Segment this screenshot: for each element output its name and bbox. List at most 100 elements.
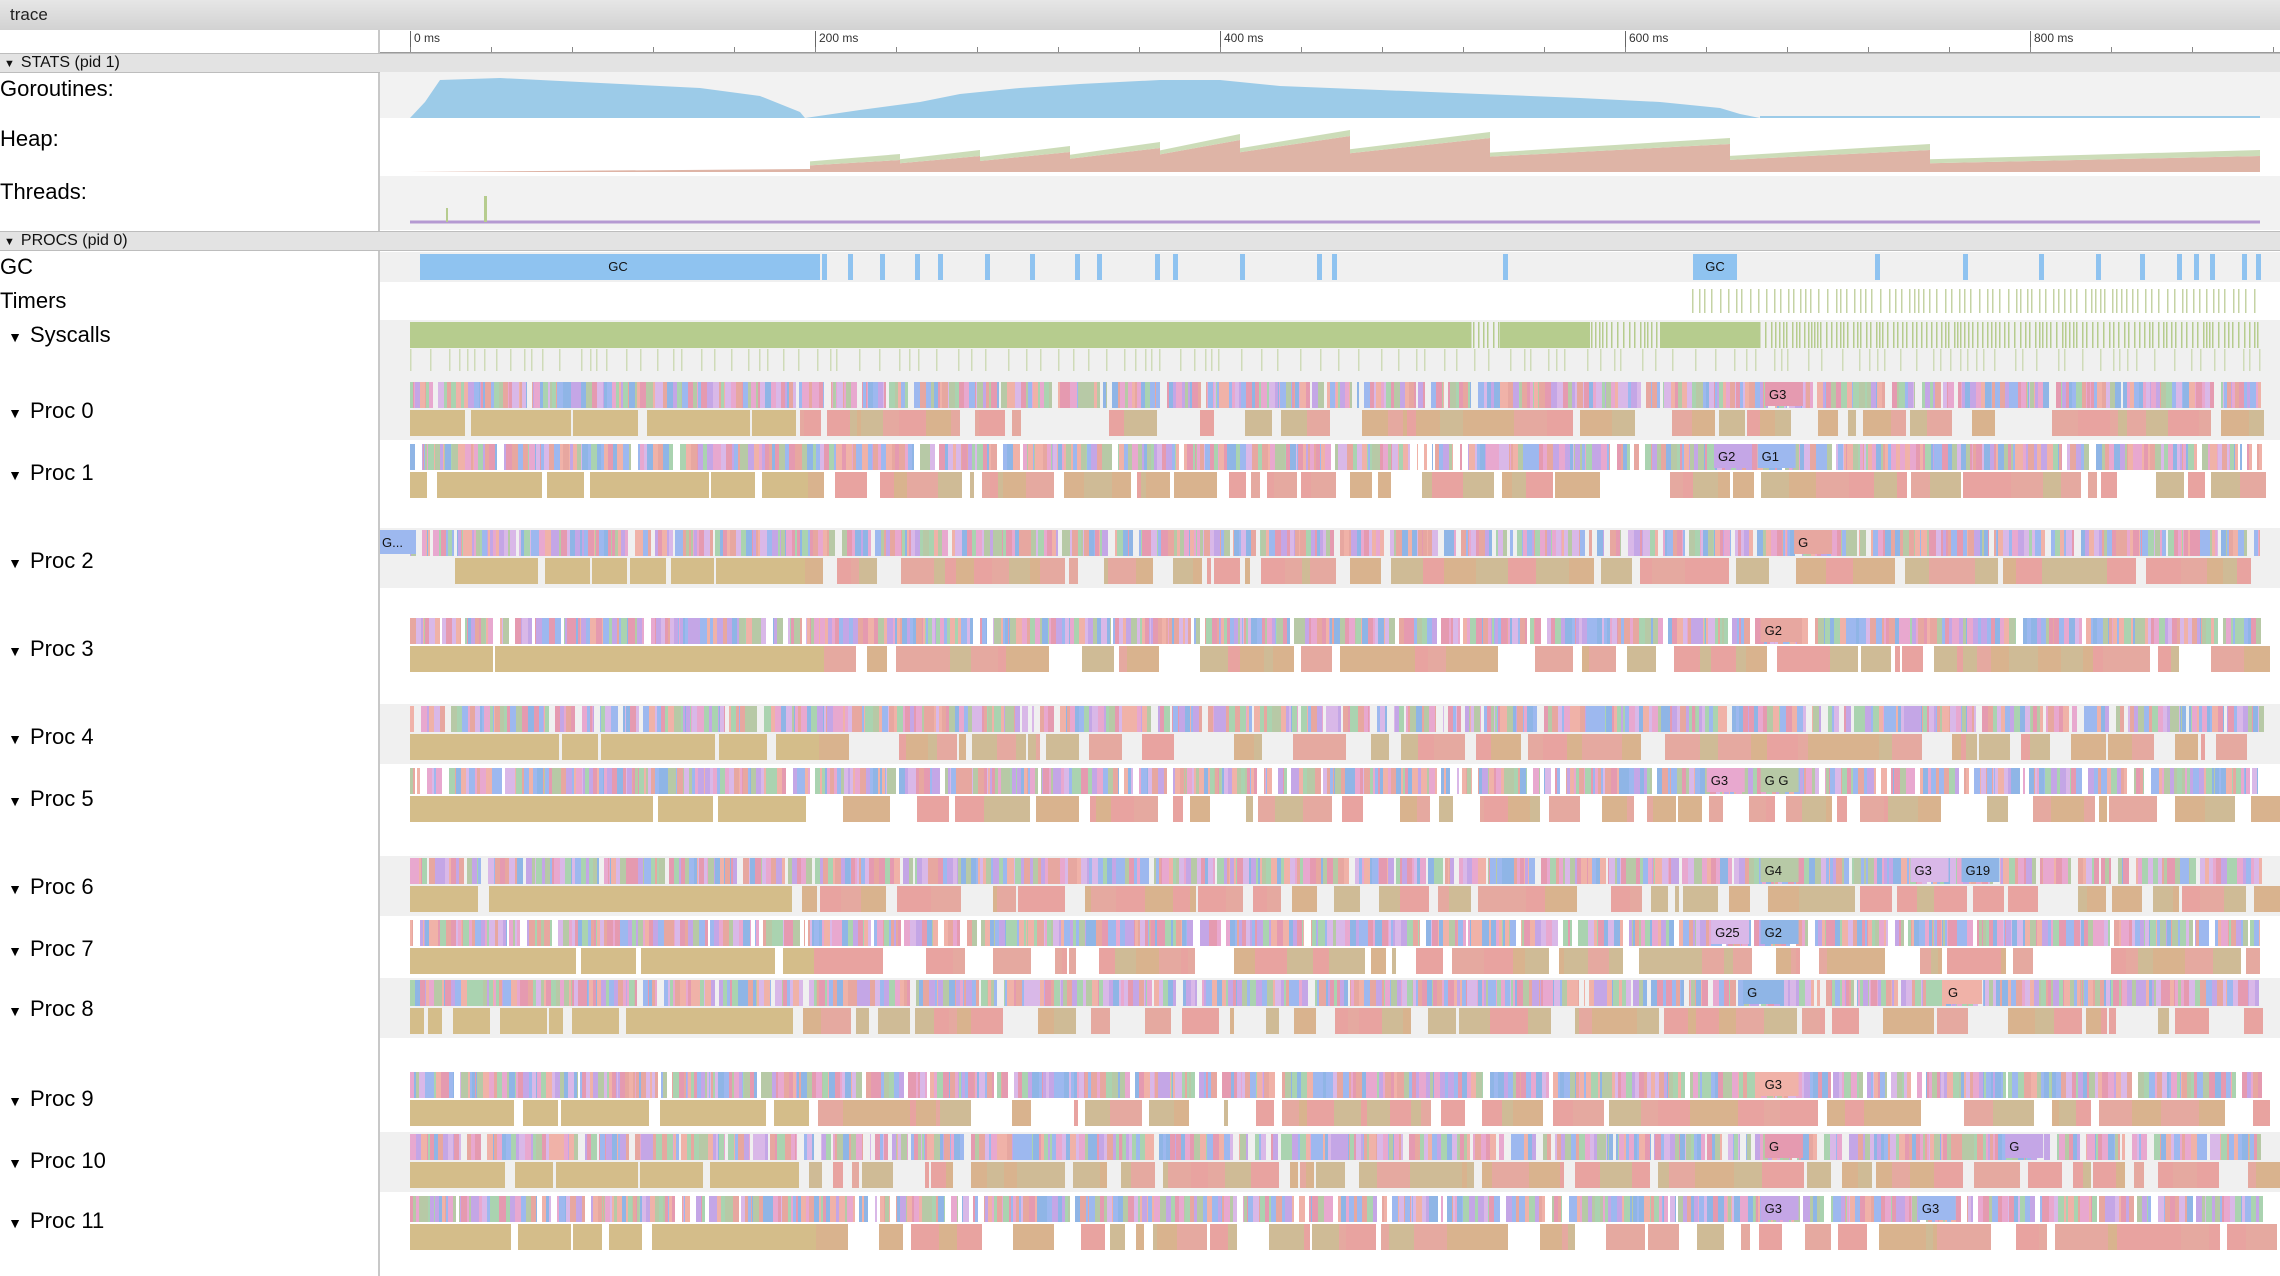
goroutine-slice (1714, 382, 1715, 408)
goroutine-slice (1494, 706, 1495, 732)
proc-row-label-4[interactable]: ▼ Proc 4 (0, 724, 94, 750)
proc-row-label-1[interactable]: ▼ Proc 1 (0, 460, 94, 486)
goroutine-slice (1556, 530, 1561, 556)
syscall-sub-tick (2214, 349, 2216, 371)
goroutine-slice (2045, 768, 2051, 794)
goroutine-slice (1736, 706, 1739, 732)
goroutine-slice (2187, 618, 2188, 644)
expand-triangle-icon[interactable]: ▼ (8, 943, 22, 959)
goroutine-slice (1585, 768, 1591, 794)
goroutine-slice (957, 858, 958, 884)
goroutine-slice (625, 530, 628, 556)
proc-row-label-10[interactable]: ▼ Proc 10 (0, 1148, 106, 1174)
goroutine-slice (1109, 706, 1115, 732)
goroutine-slice (531, 858, 532, 884)
expand-triangle-icon[interactable]: ▼ (8, 405, 22, 421)
goroutine-slice (675, 530, 679, 556)
proc-row-label-5[interactable]: ▼ Proc 5 (0, 786, 94, 812)
goroutine-slice (2190, 530, 2194, 556)
expand-triangle-icon[interactable]: ▼ (8, 467, 22, 483)
proc-track-3[interactable]: G2 (380, 616, 2280, 676)
goroutine-slice (1375, 920, 1376, 946)
goroutine-slice (980, 618, 982, 644)
goroutine-slice (1219, 382, 1223, 408)
stats-graphs[interactable] (380, 72, 2280, 230)
proc-row-label-6[interactable]: ▼ Proc 6 (0, 874, 94, 900)
goroutine-slice (1635, 706, 1639, 732)
syscall-sub-tick (1877, 349, 1879, 371)
expand-triangle-icon[interactable]: ▼ (8, 1215, 22, 1231)
goroutine-slice (635, 382, 637, 408)
goroutine-slice (591, 444, 597, 470)
goroutine-sub-slice (1911, 472, 1930, 498)
proc-row-label-2[interactable]: ▼ Proc 2 (0, 548, 94, 574)
goroutine-slice (2091, 618, 2093, 644)
goroutine-slice (1520, 768, 1526, 794)
goroutine-slice (1871, 382, 1876, 408)
goroutine-slice (955, 618, 958, 644)
goroutine-slice (767, 530, 772, 556)
proc-row-label-7[interactable]: ▼ Proc 7 (0, 936, 94, 962)
goroutine-slice (1514, 858, 1517, 884)
stats-section-header[interactable]: ▼ STATS (pid 1) (0, 53, 2280, 73)
expand-triangle-icon[interactable]: ▼ (8, 881, 22, 897)
expand-triangle-icon[interactable]: ▼ (8, 1003, 22, 1019)
procs-section-header[interactable]: ▼ PROCS (pid 0) (0, 231, 2280, 251)
goroutine-sub-slice (498, 948, 529, 974)
proc-track-0[interactable]: G3 (380, 380, 2280, 440)
expand-triangle-icon[interactable]: ▼ (8, 793, 22, 809)
proc-track-2[interactable]: G... G (380, 528, 2280, 588)
gc-timers-syscalls-tracks[interactable]: GC GC (380, 252, 2280, 380)
goroutine-slice (1639, 706, 1643, 732)
syscalls-row-label[interactable]: ▼ Syscalls (0, 322, 111, 348)
collapse-triangle-icon[interactable]: ▼ (4, 236, 15, 248)
goroutine-slice (1883, 530, 1885, 556)
proc-row-label-8[interactable]: ▼ Proc 8 (0, 996, 94, 1022)
collapse-triangle-icon[interactable]: ▼ (4, 58, 15, 70)
goroutine-slice (1703, 382, 1706, 408)
goroutine-slice (1277, 706, 1281, 732)
goroutine-slice (1931, 768, 1936, 794)
goroutine-slice (487, 530, 488, 556)
proc-row-label-11[interactable]: ▼ Proc 11 (0, 1208, 104, 1234)
goroutine-slice (2175, 858, 2180, 884)
goroutine-sub-slice (2200, 886, 2224, 912)
proc-track-4[interactable] (380, 704, 2280, 764)
expand-triangle-icon[interactable]: ▼ (8, 1155, 22, 1171)
goroutine-slice (1239, 530, 1241, 556)
expand-triangle-icon[interactable]: ▼ (8, 643, 22, 659)
goroutine-slice (2102, 382, 2104, 408)
proc-track-5[interactable]: G3 G G (380, 766, 2280, 826)
goroutine-slice (1867, 768, 1868, 794)
goroutine-slice (1372, 530, 1376, 556)
syscall-sub-tick (1456, 349, 1458, 371)
proc-track-6[interactable]: G4 G3 G19 (380, 856, 2280, 916)
goroutine-slice (1988, 530, 1989, 556)
goroutine-slice (1338, 444, 1341, 470)
goroutine-slice (1210, 768, 1214, 794)
goroutine-slice (1352, 706, 1358, 732)
goroutine-slice (1763, 530, 1766, 556)
proc-row-label-9[interactable]: ▼ Proc 9 (0, 1086, 94, 1112)
goroutine-slice (1254, 706, 1260, 732)
goroutine-slice (734, 768, 739, 794)
goroutine-slice (1242, 920, 1246, 946)
proc-row-label-0[interactable]: ▼ Proc 0 (0, 398, 94, 424)
goroutine-slice (1094, 382, 1097, 408)
proc-track-1[interactable]: G2 G1 (380, 442, 2280, 502)
goroutine-slice (1689, 530, 1695, 556)
goroutine-slice (2034, 768, 2035, 794)
expand-triangle-icon[interactable]: ▼ (8, 329, 22, 345)
goroutine-slice (1643, 530, 1645, 556)
proc-track-7[interactable]: G25 G2 (380, 918, 2280, 978)
expand-triangle-icon[interactable]: ▼ (8, 1093, 22, 1109)
goroutine-slice (885, 768, 886, 794)
time-ruler[interactable]: 0 ms 200 ms 400 ms 600 ms 800 ms (380, 30, 2280, 53)
goroutine-slice (999, 920, 1005, 946)
goroutine-slice (2222, 444, 2227, 470)
goroutine-slice (1580, 444, 1582, 470)
expand-triangle-icon[interactable]: ▼ (8, 731, 22, 747)
goroutine-slice (1264, 706, 1267, 732)
proc-row-label-3[interactable]: ▼ Proc 3 (0, 636, 94, 662)
expand-triangle-icon[interactable]: ▼ (8, 555, 22, 571)
